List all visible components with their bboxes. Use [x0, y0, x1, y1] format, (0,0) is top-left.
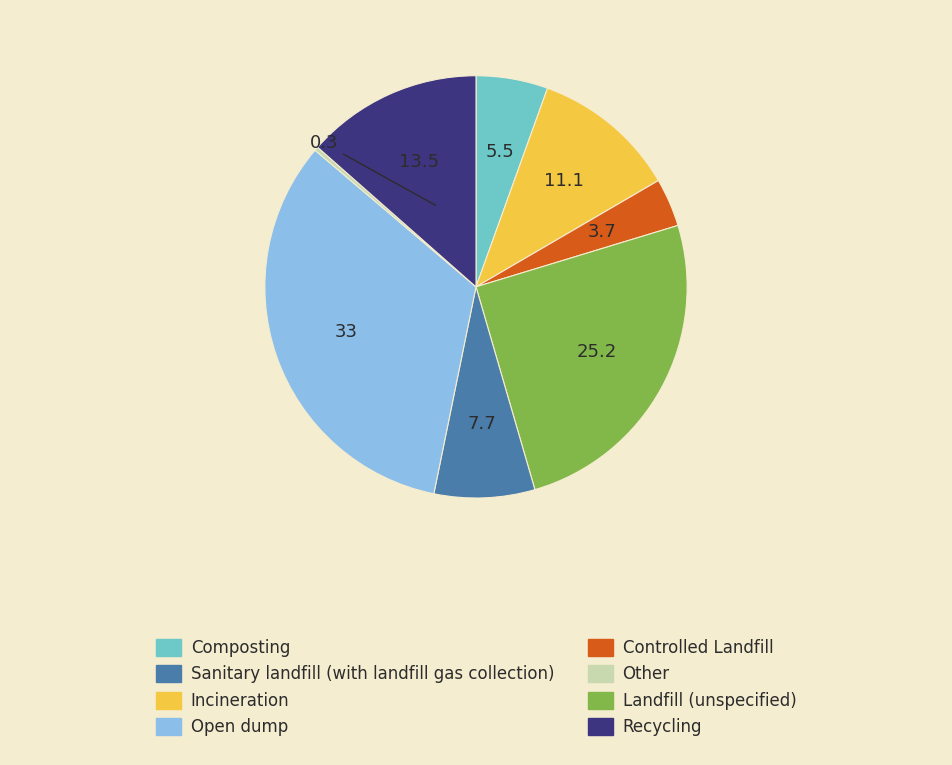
- Wedge shape: [476, 226, 687, 490]
- Text: 0.3: 0.3: [309, 135, 436, 205]
- Text: 13.5: 13.5: [400, 153, 440, 171]
- Wedge shape: [476, 88, 659, 287]
- Legend: Composting, Sanitary landfill (with landfill gas collection), Incineration, Open: Composting, Sanitary landfill (with land…: [149, 632, 803, 743]
- Wedge shape: [318, 76, 476, 287]
- Wedge shape: [476, 181, 678, 287]
- Wedge shape: [315, 147, 476, 287]
- Text: 3.7: 3.7: [587, 223, 616, 241]
- Text: 5.5: 5.5: [486, 143, 514, 161]
- Wedge shape: [265, 150, 476, 493]
- Text: 7.7: 7.7: [467, 415, 496, 433]
- Text: 11.1: 11.1: [544, 172, 584, 190]
- Text: 33: 33: [335, 323, 358, 340]
- Wedge shape: [434, 287, 535, 498]
- Wedge shape: [476, 76, 547, 287]
- Text: 25.2: 25.2: [577, 343, 617, 361]
